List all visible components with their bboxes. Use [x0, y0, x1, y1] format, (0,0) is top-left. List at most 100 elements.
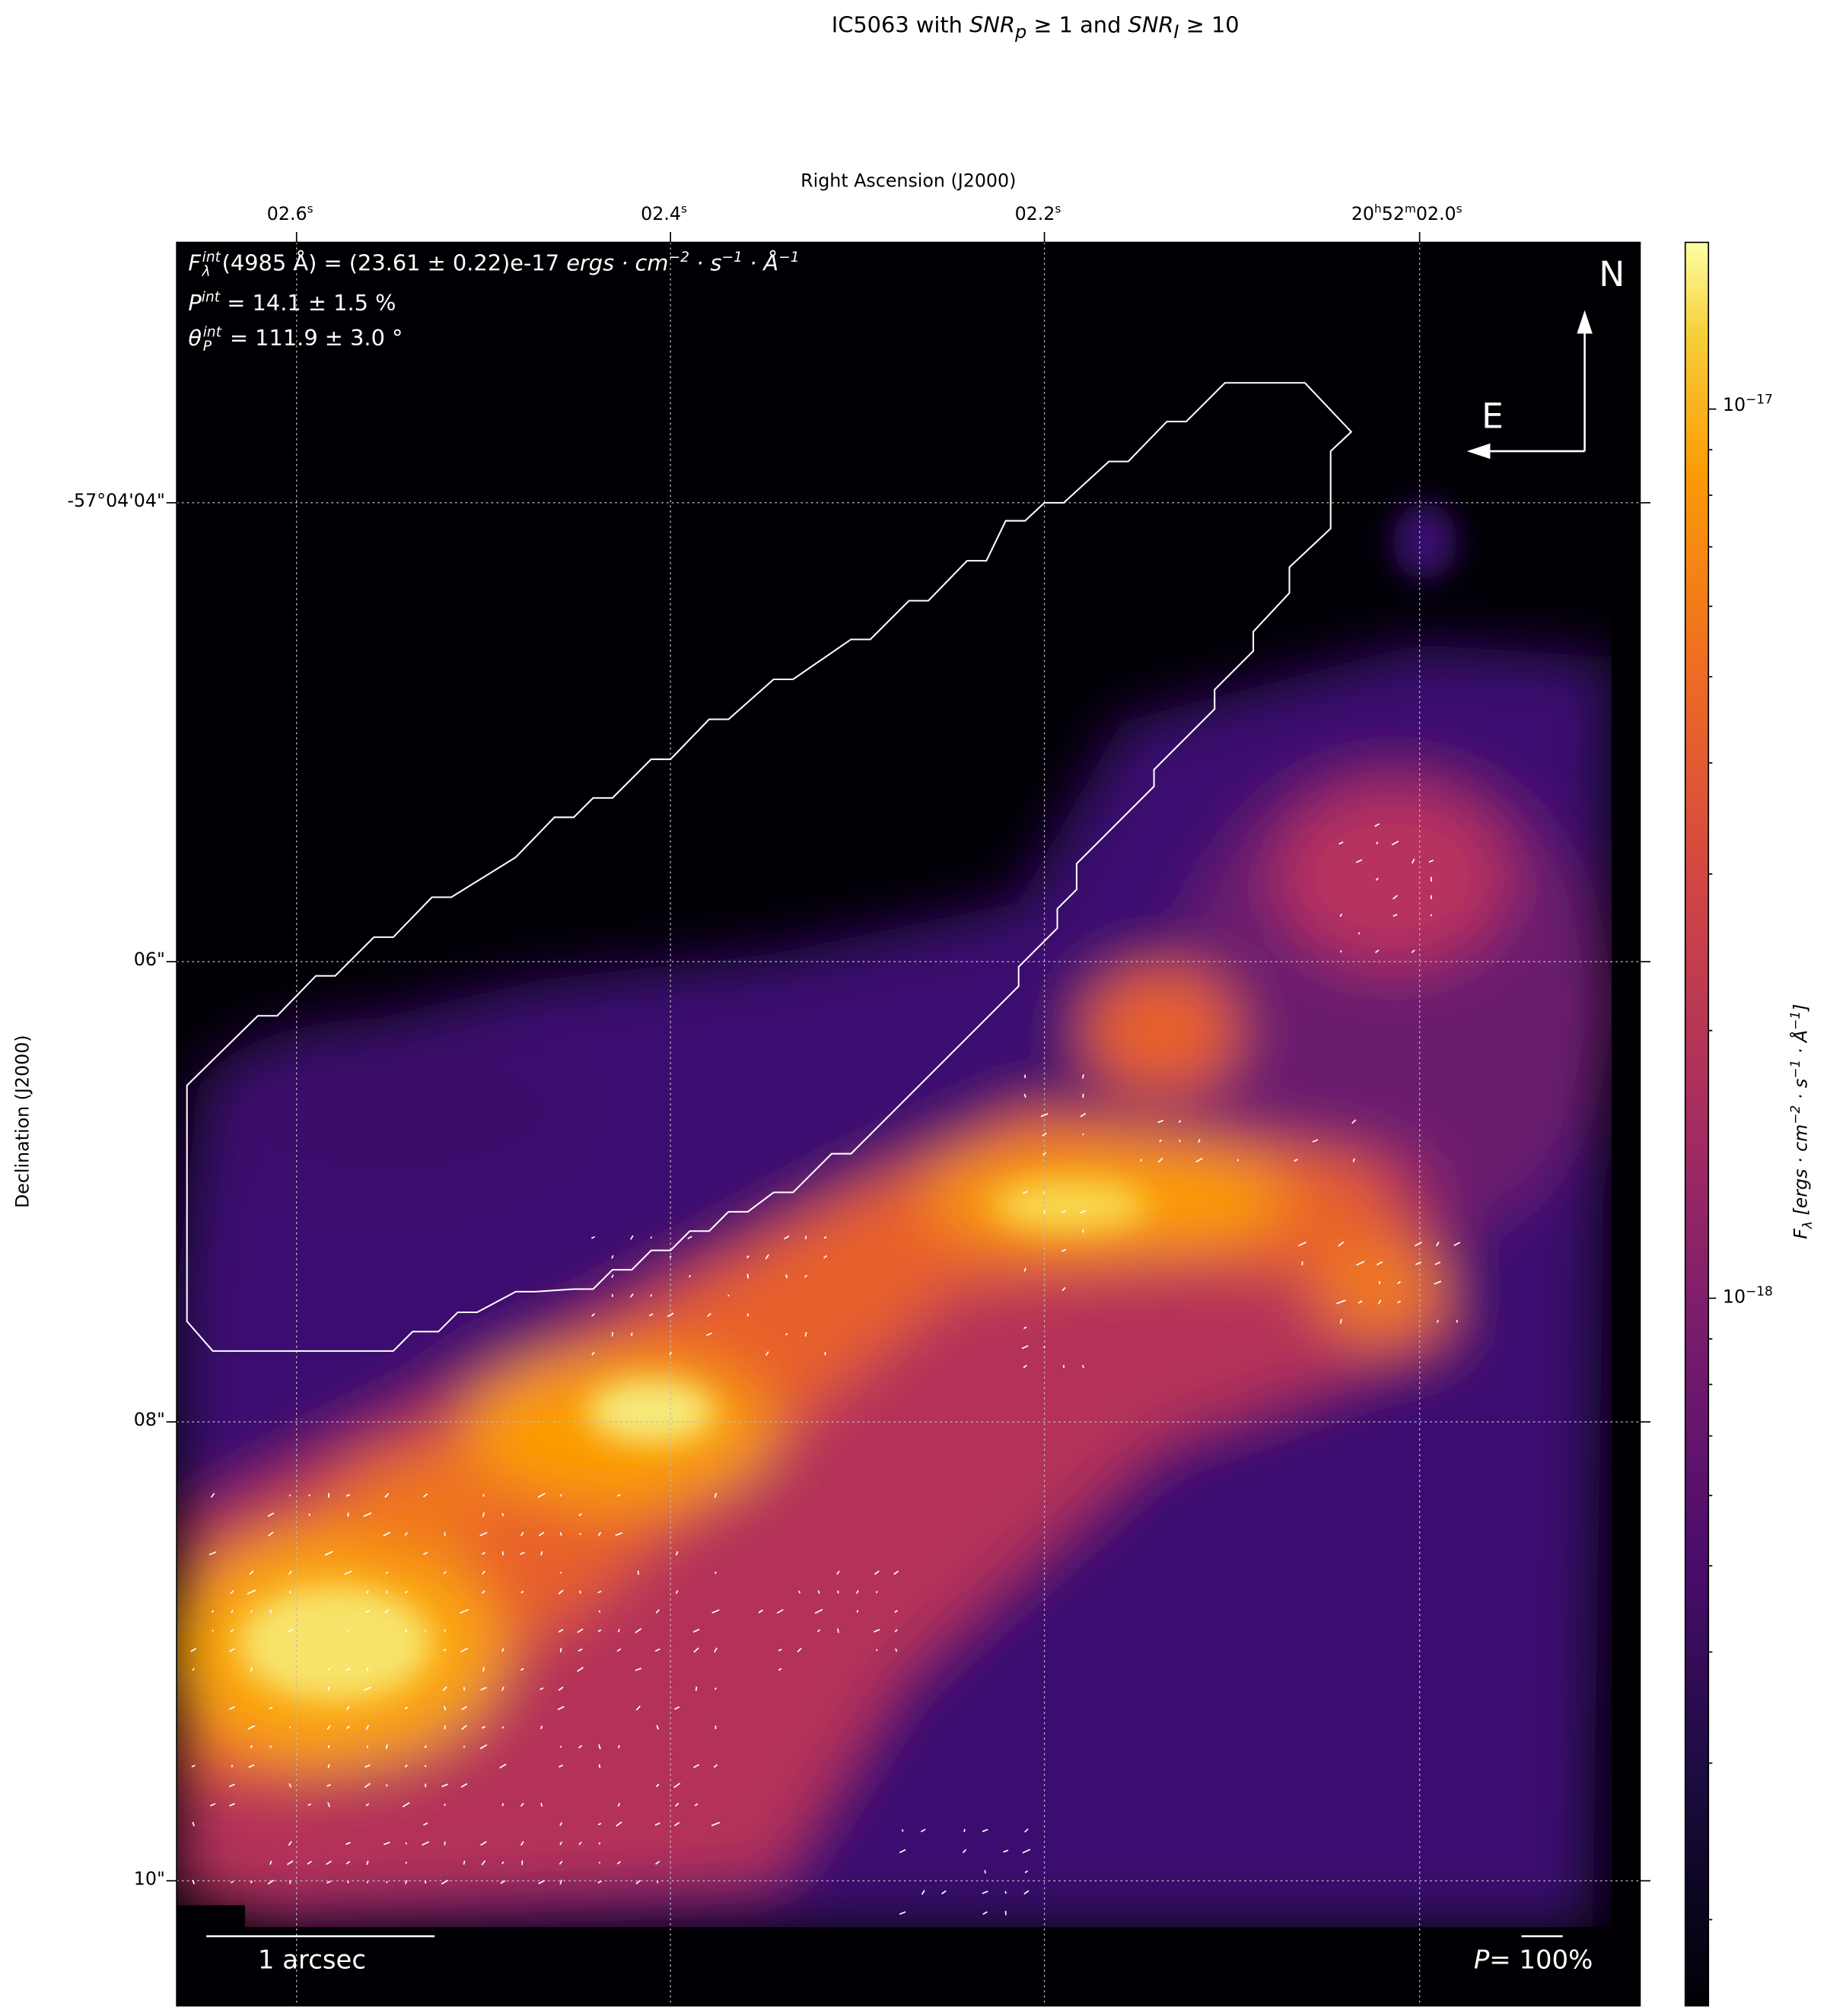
polarization-vector [423, 1551, 428, 1556]
polarization-vector [823, 1235, 827, 1239]
polarization-vector [463, 1687, 466, 1691]
polarization-vector [758, 1609, 764, 1614]
polarization-vector [1062, 1286, 1066, 1292]
polarization-vector [480, 1841, 487, 1846]
polarization-vector [1043, 1346, 1046, 1349]
polarization-vector [1397, 1300, 1401, 1304]
polarization-vector [715, 1687, 717, 1690]
polarization-vector [635, 1668, 641, 1671]
polarization-vector [559, 1745, 562, 1748]
polarization-vector [229, 1803, 235, 1807]
polarization-vector [480, 1687, 487, 1691]
polarization-vector [250, 1667, 253, 1672]
polarization-vector [1338, 841, 1344, 845]
polarization-vector [1415, 1241, 1422, 1247]
polarization-vector [746, 1274, 750, 1279]
polarization-vector [1411, 949, 1415, 953]
polarization-vector [288, 1570, 292, 1576]
polarization-vector [363, 1686, 371, 1691]
polarization-vector [675, 1590, 679, 1595]
polarization-vector [1157, 1157, 1163, 1163]
polarization-vector [558, 1686, 564, 1691]
x-tick-label: 20h52m02.0s [1351, 203, 1463, 225]
polarization-vector [501, 1686, 504, 1691]
polarization-vector [667, 1312, 674, 1318]
polarization-vector [1415, 1261, 1421, 1265]
polarization-vector [577, 1628, 584, 1633]
polarization-vector [1022, 1849, 1031, 1854]
angle-annotation: θ int P = 111.9 ± 3.0 ° [188, 323, 403, 355]
polarization-vector [307, 1803, 312, 1807]
polarization-vector [559, 1764, 564, 1768]
polarization-vector [520, 1591, 524, 1594]
north-arrow-icon [1577, 310, 1593, 334]
polarization-vector [1040, 1113, 1049, 1118]
polarization-vector [366, 1881, 369, 1884]
polarization-vector [1080, 1112, 1087, 1118]
polarization-vector [1437, 1319, 1439, 1323]
polarization-vector [269, 1745, 272, 1748]
polarization-vector [404, 1706, 409, 1709]
polarization-vector [425, 1765, 427, 1767]
polarization-vector [893, 1570, 899, 1576]
polarization-vector [247, 1589, 256, 1595]
polarization-vector [482, 1512, 485, 1518]
polarization-vector [365, 1610, 370, 1614]
polarization-vector [212, 1630, 214, 1632]
polarization-vector [482, 1590, 485, 1594]
polarization-vector [616, 1821, 622, 1827]
polarization-vector [899, 1911, 906, 1916]
polarization-vector [1428, 859, 1434, 863]
polarization-vector [695, 1686, 698, 1691]
polarization-vector [441, 1783, 448, 1788]
x-tick-label: 02.6s [266, 203, 314, 225]
polarization-vector [713, 1647, 718, 1653]
polarization-vector [192, 1668, 195, 1671]
polarization-vector [481, 1725, 485, 1729]
polarization-vector [482, 1570, 485, 1575]
polarization-vector [669, 1351, 673, 1356]
polarization-vector [444, 1706, 447, 1711]
polarization-vector [247, 1725, 256, 1730]
polarization-vector [765, 1254, 769, 1260]
polarization-vector [366, 1667, 369, 1672]
polarization-vector [540, 1551, 543, 1556]
polarization-vector [616, 1861, 621, 1865]
polarization-vector [1023, 1093, 1026, 1099]
polarization-vector [384, 1493, 390, 1498]
polarization-vector [307, 1860, 312, 1865]
polarization-vector [385, 1571, 388, 1575]
polarization-vector [714, 1493, 718, 1498]
polarization-vector [687, 1235, 692, 1239]
polarization-vector [654, 1648, 660, 1652]
polarization-vector [765, 1351, 769, 1356]
polarization-vector [591, 1313, 595, 1317]
contour-line [186, 382, 1353, 1352]
polarization-vector [1080, 1210, 1087, 1214]
polarization-vector [289, 1726, 291, 1728]
polarization-vector [894, 1629, 898, 1633]
polarization-vector [540, 1687, 544, 1690]
polarization-vector [385, 1744, 388, 1750]
polarization-vector [231, 1610, 234, 1614]
x-tick-label: 02.4s [641, 203, 687, 225]
polarization-vector [1339, 913, 1343, 917]
polarization-vector [460, 1647, 469, 1653]
chart-title: IC5063 with SNRp ≥ 1 and SNRI ≥ 10 [831, 12, 1240, 43]
y-tick-label: 06" [133, 949, 165, 971]
polarization-vector [1430, 914, 1433, 917]
polarization-vector [814, 1608, 823, 1614]
polarization-vector [404, 1764, 408, 1768]
polarization-vector [365, 1725, 370, 1730]
polarization-vector [1298, 1241, 1307, 1247]
polarization-vector [856, 1590, 859, 1595]
polarization-vector [520, 1668, 524, 1671]
polarization-vectors [190, 823, 1461, 1916]
polarization-vector [557, 1706, 565, 1711]
polarization-vector [817, 1590, 820, 1595]
polarization-vector [778, 1668, 782, 1671]
polarization-vector [648, 1313, 654, 1317]
polarization-vector [384, 1609, 390, 1614]
polarization-vector [616, 1493, 621, 1497]
